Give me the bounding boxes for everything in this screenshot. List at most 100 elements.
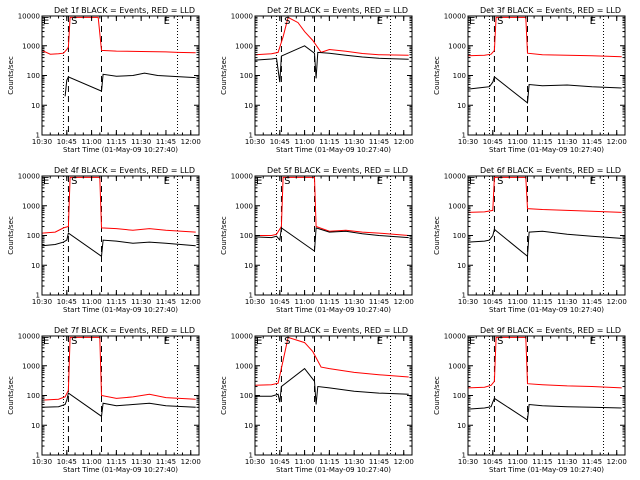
event-marker-label: E [164, 176, 170, 187]
x-tick-label: 11:30 [557, 138, 577, 146]
y-tick-label: 100 [27, 392, 40, 400]
event-marker-label: S [71, 176, 77, 187]
x-tick-label: 11:15 [106, 138, 126, 146]
x-tick-label: 12:00 [394, 458, 414, 466]
y-tick-label: 1 [36, 292, 40, 300]
x-tick-label: 11:30 [344, 458, 364, 466]
y-tick-label: 1 [462, 452, 466, 460]
y-tick-label: 10 [457, 262, 466, 270]
x-axis-label: Start Time (01-May-09 10:27:40) [63, 146, 178, 154]
event-marker-label: E [43, 336, 49, 347]
chart-title: Det 1f BLACK = Events, RED = LLD [54, 6, 195, 15]
x-tick-label: 11:45 [582, 298, 602, 306]
y-tick-label: 1000 [235, 362, 253, 370]
chart-title: Det 6f BLACK = Events, RED = LLD [480, 166, 621, 175]
x-axis-label: Start Time (01-May-09 10:27:40) [63, 306, 178, 314]
y-axis-label: Counts/sec [433, 376, 441, 415]
x-axis-label: Start Time (01-May-09 10:27:40) [489, 466, 604, 474]
x-tick-label: 10:30 [245, 138, 265, 146]
x-tick-label: 12:00 [607, 298, 627, 306]
x-tick-label: 12:00 [394, 138, 414, 146]
y-tick-label: 1000 [235, 42, 253, 50]
chart-panel-7: 1 10 100 1000 10000 10:30 10:45 11:00 11:15 11:30… [7, 326, 201, 474]
x-tick-label: 11:30 [557, 298, 577, 306]
x-tick-label: 12:00 [607, 458, 627, 466]
event-marker-label: E [377, 336, 383, 347]
y-tick-label: 10 [457, 102, 466, 110]
plot-frame [254, 175, 413, 296]
chart-panel-3: 1 10 100 1000 10000 10:30 10:45 11:00 11:15 11:30… [433, 6, 627, 154]
x-tick-label: 10:30 [32, 138, 52, 146]
x-axis-label: Start Time (01-May-09 10:27:40) [276, 146, 391, 154]
y-tick-label: 1 [249, 292, 253, 300]
x-tick-label: 11:45 [156, 138, 176, 146]
x-tick-label: 10:45 [270, 298, 290, 306]
x-tick-label: 11:45 [369, 138, 389, 146]
x-tick-label: 11:45 [369, 298, 389, 306]
x-tick-label: 10:45 [270, 138, 290, 146]
x-tick-label: 11:45 [156, 458, 176, 466]
chart-panel-8: 1 10 100 1000 10000 10:30 10:45 11:00 11:15 11:30… [220, 326, 414, 474]
x-tick-label: 11:00 [507, 298, 527, 306]
events-series-line [255, 227, 409, 253]
y-tick-label: 100 [240, 232, 253, 240]
event-marker-label: E [469, 336, 475, 347]
chart-title: Det 4f BLACK = Events, RED = LLD [54, 166, 195, 175]
chart-panel-6: 1 10 100 1000 10000 10:30 10:45 11:00 11:15 11:30… [433, 166, 627, 314]
lld-series-line [255, 336, 409, 386]
x-tick-label: 11:45 [369, 458, 389, 466]
x-axis-label: Start Time (01-May-09 10:27:40) [63, 466, 178, 474]
x-tick-label: 11:30 [557, 458, 577, 466]
x-tick-label: 12:00 [394, 298, 414, 306]
event-marker-label: E [164, 336, 170, 347]
event-marker-label: S [497, 16, 503, 27]
x-tick-label: 11:15 [532, 138, 552, 146]
event-marker-label: E [590, 176, 596, 187]
x-tick-label: 12:00 [181, 458, 201, 466]
y-tick-label: 10 [244, 102, 253, 110]
x-tick-label: 11:30 [131, 138, 151, 146]
y-tick-label: 1 [249, 132, 253, 140]
y-tick-label: 10 [457, 422, 466, 430]
event-marker-label: S [284, 16, 290, 27]
event-marker-label: E [377, 16, 383, 27]
x-tick-label: 11:30 [131, 458, 151, 466]
y-tick-label: 1 [462, 132, 466, 140]
plot-frame [467, 335, 626, 456]
x-tick-label: 10:30 [32, 298, 52, 306]
x-tick-label: 11:00 [507, 138, 527, 146]
y-tick-label: 1000 [448, 362, 466, 370]
y-tick-label: 10000 [231, 13, 253, 21]
y-tick-label: 100 [240, 392, 253, 400]
y-tick-label: 10000 [18, 13, 40, 21]
event-marker-label: E [43, 16, 49, 27]
x-tick-label: 11:45 [582, 138, 602, 146]
event-marker-label: E [256, 336, 262, 347]
y-tick-label: 10 [31, 102, 40, 110]
x-tick-label: 10:45 [57, 138, 77, 146]
y-tick-label: 1000 [22, 202, 40, 210]
event-marker-label: E [377, 176, 383, 187]
y-tick-label: 10 [31, 422, 40, 430]
y-tick-label: 10000 [444, 13, 466, 21]
x-tick-label: 11:30 [131, 298, 151, 306]
x-axis-label: Start Time (01-May-09 10:27:40) [489, 306, 604, 314]
lld-series-line [42, 176, 196, 234]
x-tick-label: 11:00 [81, 138, 101, 146]
plot-frame [41, 15, 200, 136]
event-marker-label: S [284, 336, 290, 347]
x-tick-label: 10:45 [483, 138, 503, 146]
y-axis-label: Counts/sec [220, 56, 228, 95]
y-tick-label: 10000 [231, 333, 253, 341]
chart-title: Det 7f BLACK = Events, RED = LLD [54, 326, 195, 335]
y-axis-label: Counts/sec [220, 216, 228, 255]
y-axis-label: Counts/sec [433, 216, 441, 255]
x-tick-label: 11:00 [507, 458, 527, 466]
x-tick-label: 12:00 [181, 298, 201, 306]
lld-series-line [255, 16, 409, 56]
x-tick-label: 11:45 [156, 298, 176, 306]
y-tick-label: 1 [462, 292, 466, 300]
y-tick-label: 100 [240, 72, 253, 80]
lld-series-line [42, 336, 196, 401]
